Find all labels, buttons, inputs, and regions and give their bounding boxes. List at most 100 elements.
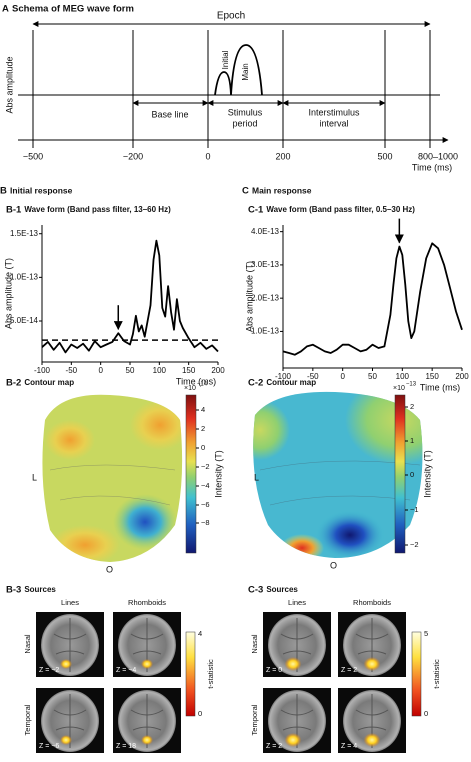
x-tick-label: 50 xyxy=(368,372,377,381)
x-tick-label: 0 xyxy=(98,366,103,375)
colorbar-tick-label: −4 xyxy=(201,481,210,490)
interval-label: period xyxy=(232,118,257,128)
tstat-tick-label: 0 xyxy=(424,709,428,718)
occipital-label: O xyxy=(330,560,337,570)
brain-slice xyxy=(113,612,181,677)
slice-label: Z = 18 xyxy=(116,743,136,750)
slice-label: Z = 4 xyxy=(341,743,357,750)
y-tick-label: 1.5E-13 xyxy=(10,229,39,238)
colorbar-b xyxy=(185,394,197,554)
main-label: Main xyxy=(241,63,250,80)
tstat-tick-label: 0 xyxy=(198,709,202,718)
activation xyxy=(60,735,72,745)
row-label: Temporal xyxy=(23,704,32,735)
brain-slice xyxy=(113,688,181,753)
x-tick-label: 200 xyxy=(455,372,469,381)
sub-heading: B-3 xyxy=(6,585,21,596)
panel-letter: C xyxy=(242,186,249,197)
schema-tick: 0 xyxy=(205,151,210,161)
sub-title: Sources xyxy=(24,585,56,594)
left-label: L xyxy=(32,472,37,482)
row-label: Nasal xyxy=(23,634,32,654)
activation xyxy=(284,733,302,747)
x-tick-label: 150 xyxy=(182,366,196,375)
x-axis-label: Time (ms) xyxy=(176,376,216,386)
schema-wave xyxy=(214,44,263,96)
contour-map-c xyxy=(253,391,423,558)
interval-label: Base line xyxy=(151,109,188,119)
scale-label: ×10 xyxy=(184,385,196,392)
x-tick-label: 0 xyxy=(340,372,345,381)
x-tick-label: 100 xyxy=(396,372,410,381)
y-tick-label: 1.0E-13 xyxy=(10,272,39,281)
schema-tick: 500 xyxy=(377,151,392,161)
activation xyxy=(141,735,153,745)
colorbar-tick-label: −8 xyxy=(201,518,210,527)
schema-tick: −200 xyxy=(123,151,143,161)
colorbar-tick-label: −1 xyxy=(410,505,419,514)
schema-tick: 200 xyxy=(275,151,290,161)
schema-tick: 800–1000 xyxy=(418,151,458,161)
column-label: Rhomboids xyxy=(353,598,391,607)
activation xyxy=(363,657,381,671)
tstat-bar-c xyxy=(411,631,422,717)
x-tick-label: 100 xyxy=(153,366,167,375)
x-tick-label: -50 xyxy=(307,372,319,381)
brain-slice xyxy=(263,612,331,677)
occipital-label: O xyxy=(106,564,113,574)
slice-label: Z = −2 xyxy=(39,667,59,674)
sub-heading: C-2 xyxy=(248,378,263,389)
colorbar-tick-label: −2 xyxy=(410,540,419,549)
wave-line xyxy=(282,242,463,356)
schema-x-label: Time (ms) xyxy=(412,162,452,172)
x-tick-label: 200 xyxy=(211,366,225,375)
brain-slice xyxy=(338,612,406,677)
colorbar-tick-label: 2 xyxy=(410,402,414,411)
sub-title: Contour map xyxy=(24,378,74,387)
x-tick-label: 150 xyxy=(425,372,439,381)
brain-slice xyxy=(36,612,104,677)
column-label: Rhomboids xyxy=(128,598,166,607)
sub-title: Wave form (Band pass filter, 13–60 Hz) xyxy=(24,205,171,214)
tstat-label: t-statistic xyxy=(206,659,215,689)
colorbar-tick-label: 1 xyxy=(410,436,414,445)
column-label: Lines xyxy=(288,598,306,607)
activation xyxy=(141,659,153,669)
row-label: Nasal xyxy=(250,634,259,654)
interval-label: Interstimulus xyxy=(308,107,360,117)
colorbar-tick-label: 4 xyxy=(201,405,205,414)
slice-label: Z = 2 xyxy=(341,667,357,674)
contour-map-b xyxy=(42,394,183,562)
tstat-tick-label: 5 xyxy=(424,629,428,638)
schema-y-label: Abs amplitude xyxy=(4,56,14,113)
y-axis-label: Abs amplitude (T) xyxy=(3,258,13,329)
panel-title: Initial response xyxy=(10,185,73,195)
scale-exponent: −13 xyxy=(406,382,417,388)
panel-letter: A xyxy=(2,4,9,15)
row-label: Temporal xyxy=(250,704,259,735)
y-tick-label: 2.0E-13 xyxy=(251,293,280,302)
activation xyxy=(363,733,381,747)
interval-label: Stimulus xyxy=(228,107,263,117)
colorbar-tick-label: 0 xyxy=(410,470,414,479)
colorbar-label: Intensity (T) xyxy=(213,450,223,498)
x-tick-label: -50 xyxy=(66,366,78,375)
x-axis-label: Time (ms) xyxy=(420,382,460,392)
y-tick-label: 4.0E-13 xyxy=(251,227,280,236)
y-tick-label: 1.0E-13 xyxy=(251,327,280,336)
initial-label: Initial xyxy=(221,50,230,69)
colorbar-c xyxy=(394,394,406,554)
scale-exponent: −14 xyxy=(197,382,208,388)
sub-heading: C-1 xyxy=(248,205,264,216)
slice-label: Z = −6 xyxy=(39,743,59,750)
tstat-label: t-statistic xyxy=(432,659,441,689)
tstat-tick-label: 4 xyxy=(198,629,202,638)
sub-heading: B-1 xyxy=(6,205,22,216)
sub-title: Wave form (Band pass filter, 0.5–30 Hz) xyxy=(266,205,415,214)
left-label: L xyxy=(254,472,259,482)
activation xyxy=(284,657,302,671)
x-tick-label: 50 xyxy=(126,366,135,375)
schema-tick: −500 xyxy=(23,151,43,161)
tstat-bar-b xyxy=(185,631,196,717)
